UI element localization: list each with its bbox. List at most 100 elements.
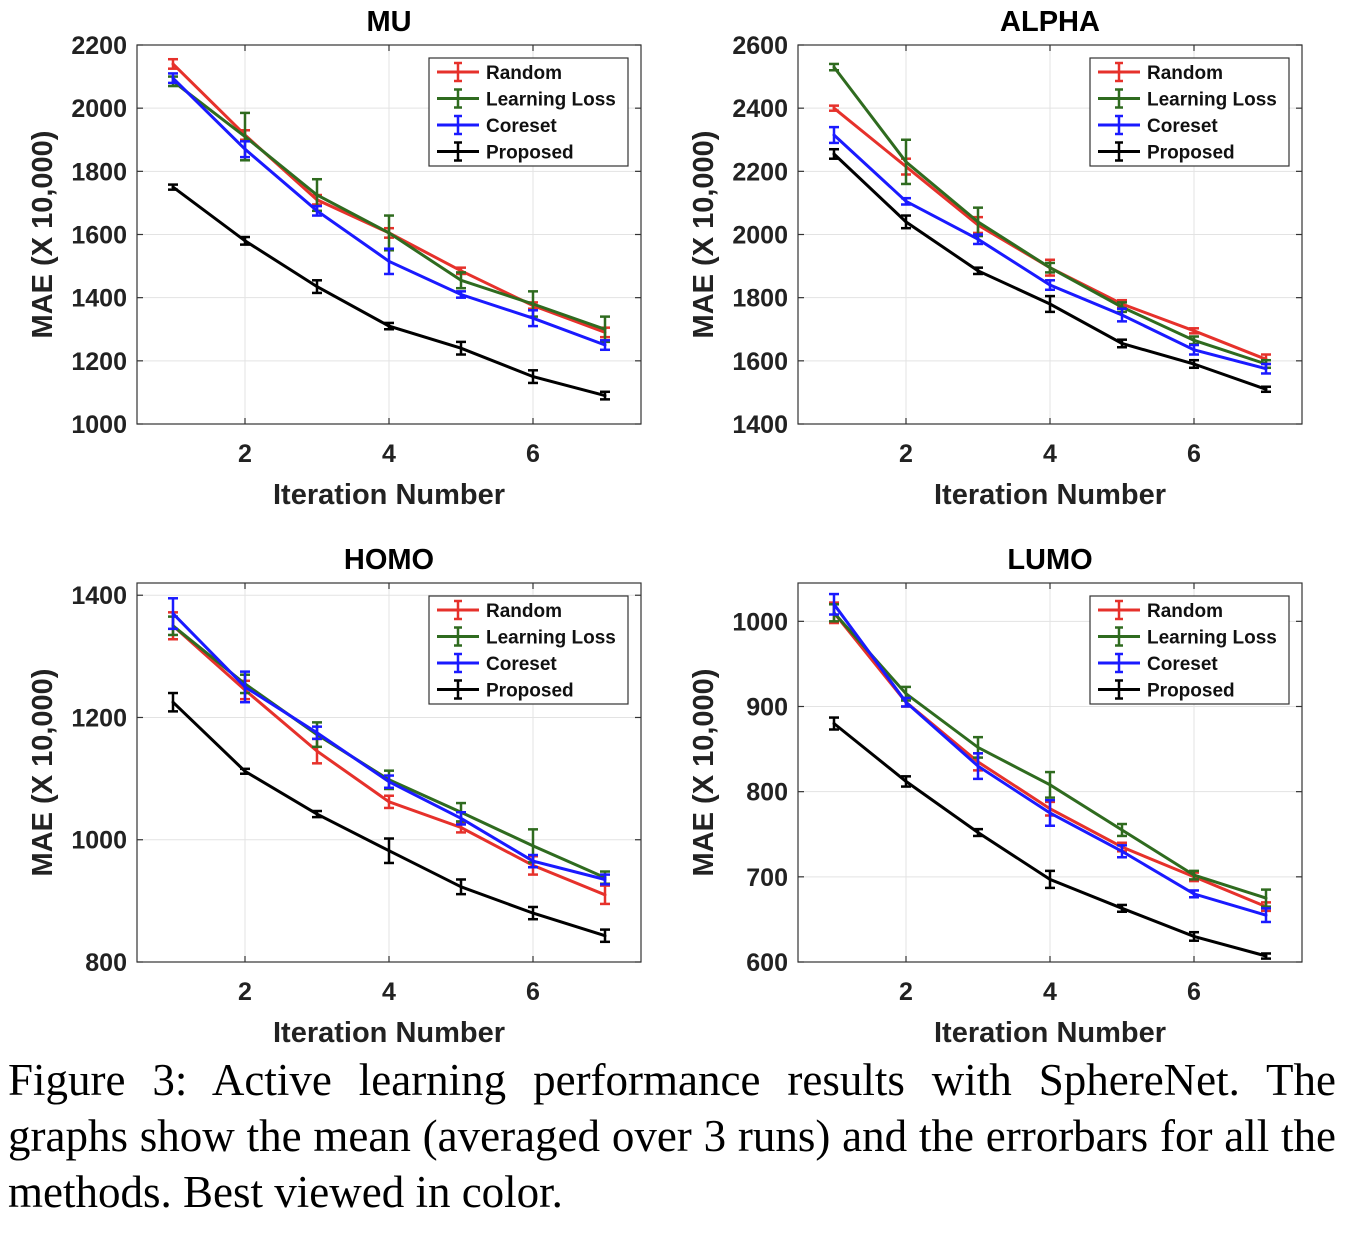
- data-point: [976, 831, 980, 835]
- data-point: [1264, 954, 1268, 958]
- data-point: [1048, 877, 1052, 881]
- legend-label: Proposed: [486, 143, 574, 164]
- data-point: [387, 800, 391, 804]
- series-proposed: [168, 691, 610, 944]
- legend-label: Proposed: [1147, 143, 1235, 164]
- data-point: [1120, 341, 1124, 345]
- data-point: [832, 106, 836, 110]
- data-point: [904, 779, 908, 783]
- y-tick-label: 900: [746, 693, 788, 721]
- data-point: [976, 745, 980, 749]
- data-point: [459, 885, 463, 889]
- y-tick-label: 1000: [732, 608, 788, 636]
- data-point: [1120, 849, 1124, 853]
- data-point: [387, 849, 391, 853]
- data-point: [1192, 362, 1196, 366]
- legend-label: Random: [1147, 601, 1223, 622]
- x-axis-label: Iteration Number: [273, 1017, 505, 1045]
- legend-item-coreset: Coreset: [1098, 114, 1218, 137]
- data-point: [243, 239, 247, 243]
- legend-item-random: Random: [1098, 61, 1223, 84]
- y-tick-label: 2600: [732, 32, 788, 60]
- chart-panel-homo: 2 4 6 800 1000 1200 1400 HOMO Iteration Number MA…: [27, 544, 642, 1045]
- data-point: [1120, 906, 1124, 910]
- x-tick-label: 4: [382, 978, 396, 1006]
- series-proposed: [829, 716, 1271, 960]
- data-point: [603, 343, 607, 347]
- figure-caption: Figure 3: Active learning performance re…: [8, 1055, 1336, 1217]
- legend-item-random: Random: [1098, 599, 1223, 622]
- legend-label: Coreset: [486, 654, 557, 675]
- data-point: [1192, 934, 1196, 938]
- x-tick-label: 4: [1043, 978, 1057, 1006]
- data-point: [1048, 283, 1052, 287]
- data-point: [387, 259, 391, 263]
- legend-box: [1089, 57, 1290, 167]
- data-point: [1192, 873, 1196, 877]
- data-point: [315, 731, 319, 735]
- data-point: [315, 209, 319, 213]
- data-point: [1048, 783, 1052, 787]
- chart-title: LUMO: [1007, 544, 1092, 576]
- legend-item-proposed: Proposed: [1098, 141, 1235, 164]
- series-learning-loss: [829, 603, 1271, 908]
- legend-label: Learning Loss: [1147, 90, 1277, 111]
- data-point: [904, 692, 908, 696]
- legend-label: Random: [486, 63, 562, 84]
- y-tick-label: 2400: [732, 95, 788, 123]
- y-axis-label: MAE (X 10,000): [27, 131, 59, 339]
- y-tick-label: 2200: [732, 158, 788, 186]
- y-tick-label: 1800: [71, 158, 127, 186]
- data-point: [832, 152, 836, 156]
- chart-title: HOMO: [344, 544, 434, 576]
- legend-item-learning-loss: Learning Loss: [1098, 88, 1277, 111]
- data-point: [1048, 811, 1052, 815]
- data-point: [603, 934, 607, 938]
- x-axis-label: Iteration Number: [273, 479, 505, 511]
- data-point: [459, 278, 463, 282]
- axes-frame: [136, 44, 642, 425]
- x-tick-label: 6: [526, 978, 540, 1006]
- legend-label: Random: [1147, 63, 1223, 84]
- chart-panel-mu: 2 4 6 1000 1200 1400 1600 1800 2000 2200 MU Iterati…: [27, 6, 642, 511]
- data-point: [171, 76, 175, 80]
- legend-item-coreset: Coreset: [437, 652, 557, 675]
- data-point: [315, 285, 319, 289]
- legend-item-proposed: Proposed: [437, 141, 574, 164]
- data-point: [832, 602, 836, 606]
- data-point: [1264, 367, 1268, 371]
- legend-item-coreset: Coreset: [1098, 652, 1218, 675]
- data-point: [459, 293, 463, 297]
- data-point: [1264, 896, 1268, 900]
- data-point: [243, 135, 247, 139]
- data-point: [832, 65, 836, 69]
- data-point: [171, 185, 175, 189]
- y-tick-label: 1600: [71, 222, 127, 250]
- data-point: [315, 812, 319, 816]
- legend-item-proposed: Proposed: [1098, 679, 1235, 702]
- data-point: [243, 685, 247, 689]
- chart-legend: Random Learning Loss Coreset Proposed: [428, 595, 629, 705]
- y-tick-label: 800: [85, 949, 127, 977]
- x-tick-label: 4: [382, 440, 396, 468]
- series-proposed: [168, 183, 610, 401]
- x-tick-label: 2: [238, 440, 252, 468]
- series-proposed: [829, 147, 1271, 394]
- data-point: [1048, 302, 1052, 306]
- data-point: [531, 375, 535, 379]
- data-point: [531, 302, 535, 306]
- legend-item-coreset: Coreset: [437, 114, 557, 137]
- data-point: [1192, 892, 1196, 896]
- x-tick-label: 2: [899, 440, 913, 468]
- y-tick-label: 2000: [732, 222, 788, 250]
- x-tick-label: 6: [1187, 440, 1201, 468]
- y-axis-label: MAE (X 10,000): [688, 669, 720, 877]
- data-point: [1048, 266, 1052, 270]
- legend-item-learning-loss: Learning Loss: [1098, 626, 1277, 649]
- x-tick-label: 6: [526, 440, 540, 468]
- data-point: [904, 199, 908, 203]
- data-point: [832, 722, 836, 726]
- x-tick-label: 2: [899, 978, 913, 1006]
- data-point: [603, 327, 607, 331]
- y-tick-label: 1200: [71, 704, 127, 732]
